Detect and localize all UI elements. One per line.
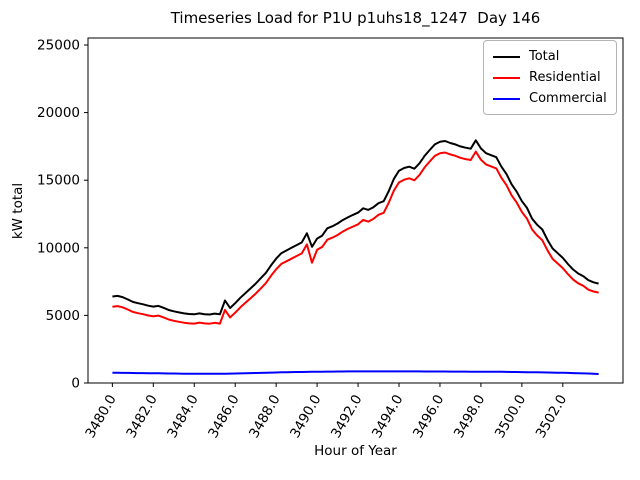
x-tick-label: 3490.0	[287, 392, 324, 441]
x-tick-label: 3502.0	[533, 392, 570, 441]
x-tick-label: 3496.0	[410, 392, 447, 441]
y-tick-label: 0	[71, 376, 80, 392]
y-tick-label: 15000	[37, 173, 80, 189]
y-tick-label: 5000	[46, 308, 80, 324]
y-tick-label: 20000	[37, 105, 80, 121]
x-tick-label: 3480.0	[82, 392, 119, 441]
x-tick-label: 3498.0	[451, 392, 488, 441]
x-tick-label: 3486.0	[205, 392, 242, 441]
series-line-commercial	[112, 370, 599, 375]
x-tick-label: 3492.0	[328, 392, 365, 441]
legend-item-commercial: Commercial	[493, 91, 607, 106]
legend-label-commercial: Commercial	[529, 91, 607, 106]
x-tick-label: 3482.0	[123, 392, 160, 441]
legend-line-sample-residential	[493, 76, 520, 79]
legend-item-total: Total	[493, 49, 607, 64]
y-tick-label: 25000	[37, 37, 80, 53]
legend-line-sample-commercial	[493, 97, 520, 100]
legend-line-sample-total	[493, 55, 520, 58]
plot-border	[87, 37, 624, 384]
x-tick-label: 3494.0	[369, 392, 406, 441]
x-axis-label: Hour of Year	[314, 443, 397, 459]
legend-label-total: Total	[529, 49, 560, 64]
legend-item-residential: Residential	[493, 70, 607, 85]
series-line-total	[112, 139, 599, 316]
legend: Total Residential Commercial	[483, 40, 617, 115]
chart-title: Timeseries Load for P1U p1uhs18_1247 Day…	[170, 9, 541, 27]
x-tick-label: 3488.0	[246, 392, 283, 441]
series-line-residential	[112, 150, 599, 325]
legend-label-residential: Residential	[529, 70, 601, 85]
x-tick-label: 3500.0	[492, 392, 529, 441]
x-tick-label: 3484.0	[164, 392, 201, 441]
y-tick-label: 10000	[37, 240, 80, 256]
